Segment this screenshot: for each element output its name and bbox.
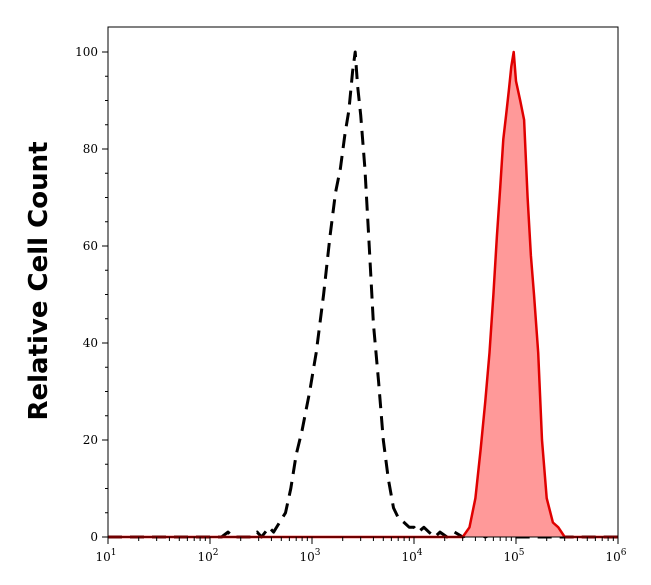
- series-2-line: [108, 50, 618, 539]
- y-axis-label: Relative Cell Count: [24, 141, 54, 420]
- plot-frame: [107, 26, 619, 538]
- x-tick-label: 104: [401, 548, 422, 564]
- x-tick-label: 103: [299, 548, 320, 564]
- y-tick-label: 0: [90, 530, 98, 544]
- y-tick-label: 100: [75, 45, 98, 59]
- y-tick-label: 60: [83, 239, 98, 253]
- series-layer: [108, 50, 618, 539]
- y-tick-label: 40: [83, 336, 98, 350]
- y-tick-label: 20: [83, 433, 98, 447]
- axes-layer: 0 20 40 60 80 100 101 102 103 104 105 106: [75, 26, 627, 564]
- series-2-fill: [108, 52, 618, 537]
- x-tick-label: 101: [95, 548, 116, 564]
- x-tick-label: 102: [197, 548, 218, 564]
- series-1-line: [108, 50, 618, 539]
- x-tick-label: 105: [503, 548, 524, 564]
- x-tick-label: 106: [605, 548, 626, 564]
- y-tick-label: 80: [83, 142, 98, 156]
